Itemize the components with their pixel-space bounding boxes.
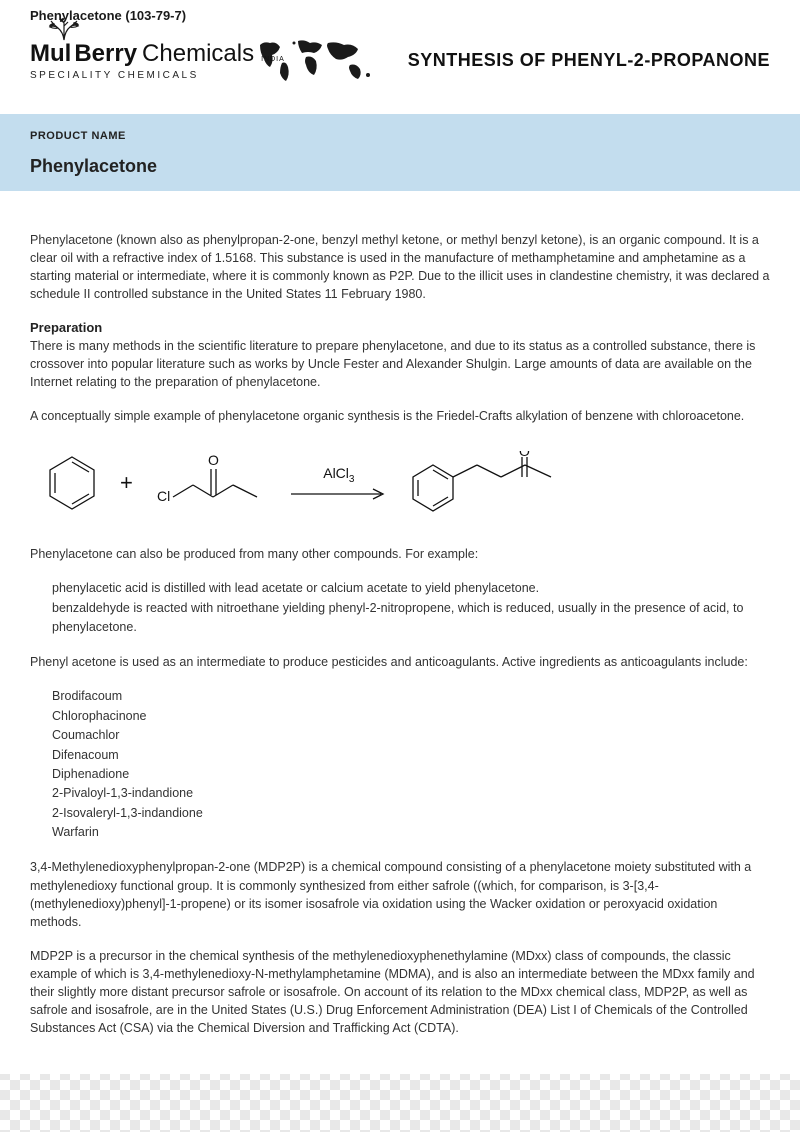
reaction-arrow: AlCl3 [289,465,389,501]
cl-label: Cl [157,488,170,504]
ingredients-list: Brodifacoum Chlorophacinone Coumachlor D… [52,687,770,842]
plus-symbol: + [120,470,133,496]
intro-paragraph: Phenylacetone (known also as phenylpropa… [30,231,770,304]
list-item: phenylacetic acid is distilled with lead… [52,579,770,598]
oxygen-label: O [208,452,219,468]
chloroacetone-structure-icon: Cl O [151,451,271,515]
list-item: 2-Pivaloyl-1,3-indandione [52,784,770,803]
list-item: Chlorophacinone [52,707,770,726]
brand-text-3: Chemicals [142,40,254,68]
page-title: SYNTHESIS OF PHENYL-2-PROPANONE [408,50,770,71]
list-item: 2-Isovaleryl-1,3-indandione [52,804,770,823]
list-item: Difenacoum [52,746,770,765]
concept-paragraph: A conceptually simple example of phenyla… [30,407,770,425]
reaction-scheme: + Cl O AlCl3 [42,451,770,515]
mdp2p-paragraph-2: MDP2P is a precursor in the chemical syn… [30,947,770,1038]
preparation-paragraph: There is many methods in the scientific … [30,337,770,391]
catalyst-sub: 3 [349,474,355,485]
product-name-band: PRODUCT NAME Phenylacetone [0,114,800,191]
list-item: benzaldehyde is reacted with nitroethane… [52,599,770,638]
mdp2p-paragraph-1: 3,4-Methylenedioxyphenylpropan-2-one (MD… [30,858,770,931]
product-label: PRODUCT NAME [30,130,770,142]
company-logo: MulBerry Chemicals INDIA SPECIALITY CHEM… [30,40,230,81]
also-produced-paragraph: Phenylacetone can also be produced from … [30,545,770,563]
brand-country: INDIA [261,56,285,63]
list-item: Brodifacoum [52,687,770,706]
benzene-structure-icon [42,451,102,515]
methods-list: phenylacetic acid is distilled with lead… [52,579,770,637]
arrow-icon [289,487,389,501]
list-item: Coumachlor [52,726,770,745]
cas-title: Phenylacetone (103-79-7) [0,0,800,33]
content-area: Phenylacetone (known also as phenylpropa… [0,191,800,1074]
brand-subtitle: SPECIALITY CHEMICALS [30,70,230,81]
phenylacetone-structure-icon: O [407,451,577,515]
product-name: Phenylacetone [30,156,770,177]
preparation-heading: Preparation [30,320,770,335]
header-row: MulBerry Chemicals INDIA SPECIALITY CHEM… [0,33,800,106]
list-item: Warfarin [52,823,770,842]
leaf-icon [44,18,84,42]
catalyst-text: AlCl [323,465,349,481]
uses-paragraph: Phenyl acetone is used as an intermediat… [30,653,770,671]
catalyst-label: AlCl3 [323,465,354,485]
oxygen-label-2: O [519,451,530,459]
document-page: Phenylacetone (103-79-7) MulBerry Chemic… [0,0,800,1074]
brand-text-2: Berry [74,40,137,68]
brand-text-1: Mul [30,40,71,68]
list-item: Diphenadione [52,765,770,784]
